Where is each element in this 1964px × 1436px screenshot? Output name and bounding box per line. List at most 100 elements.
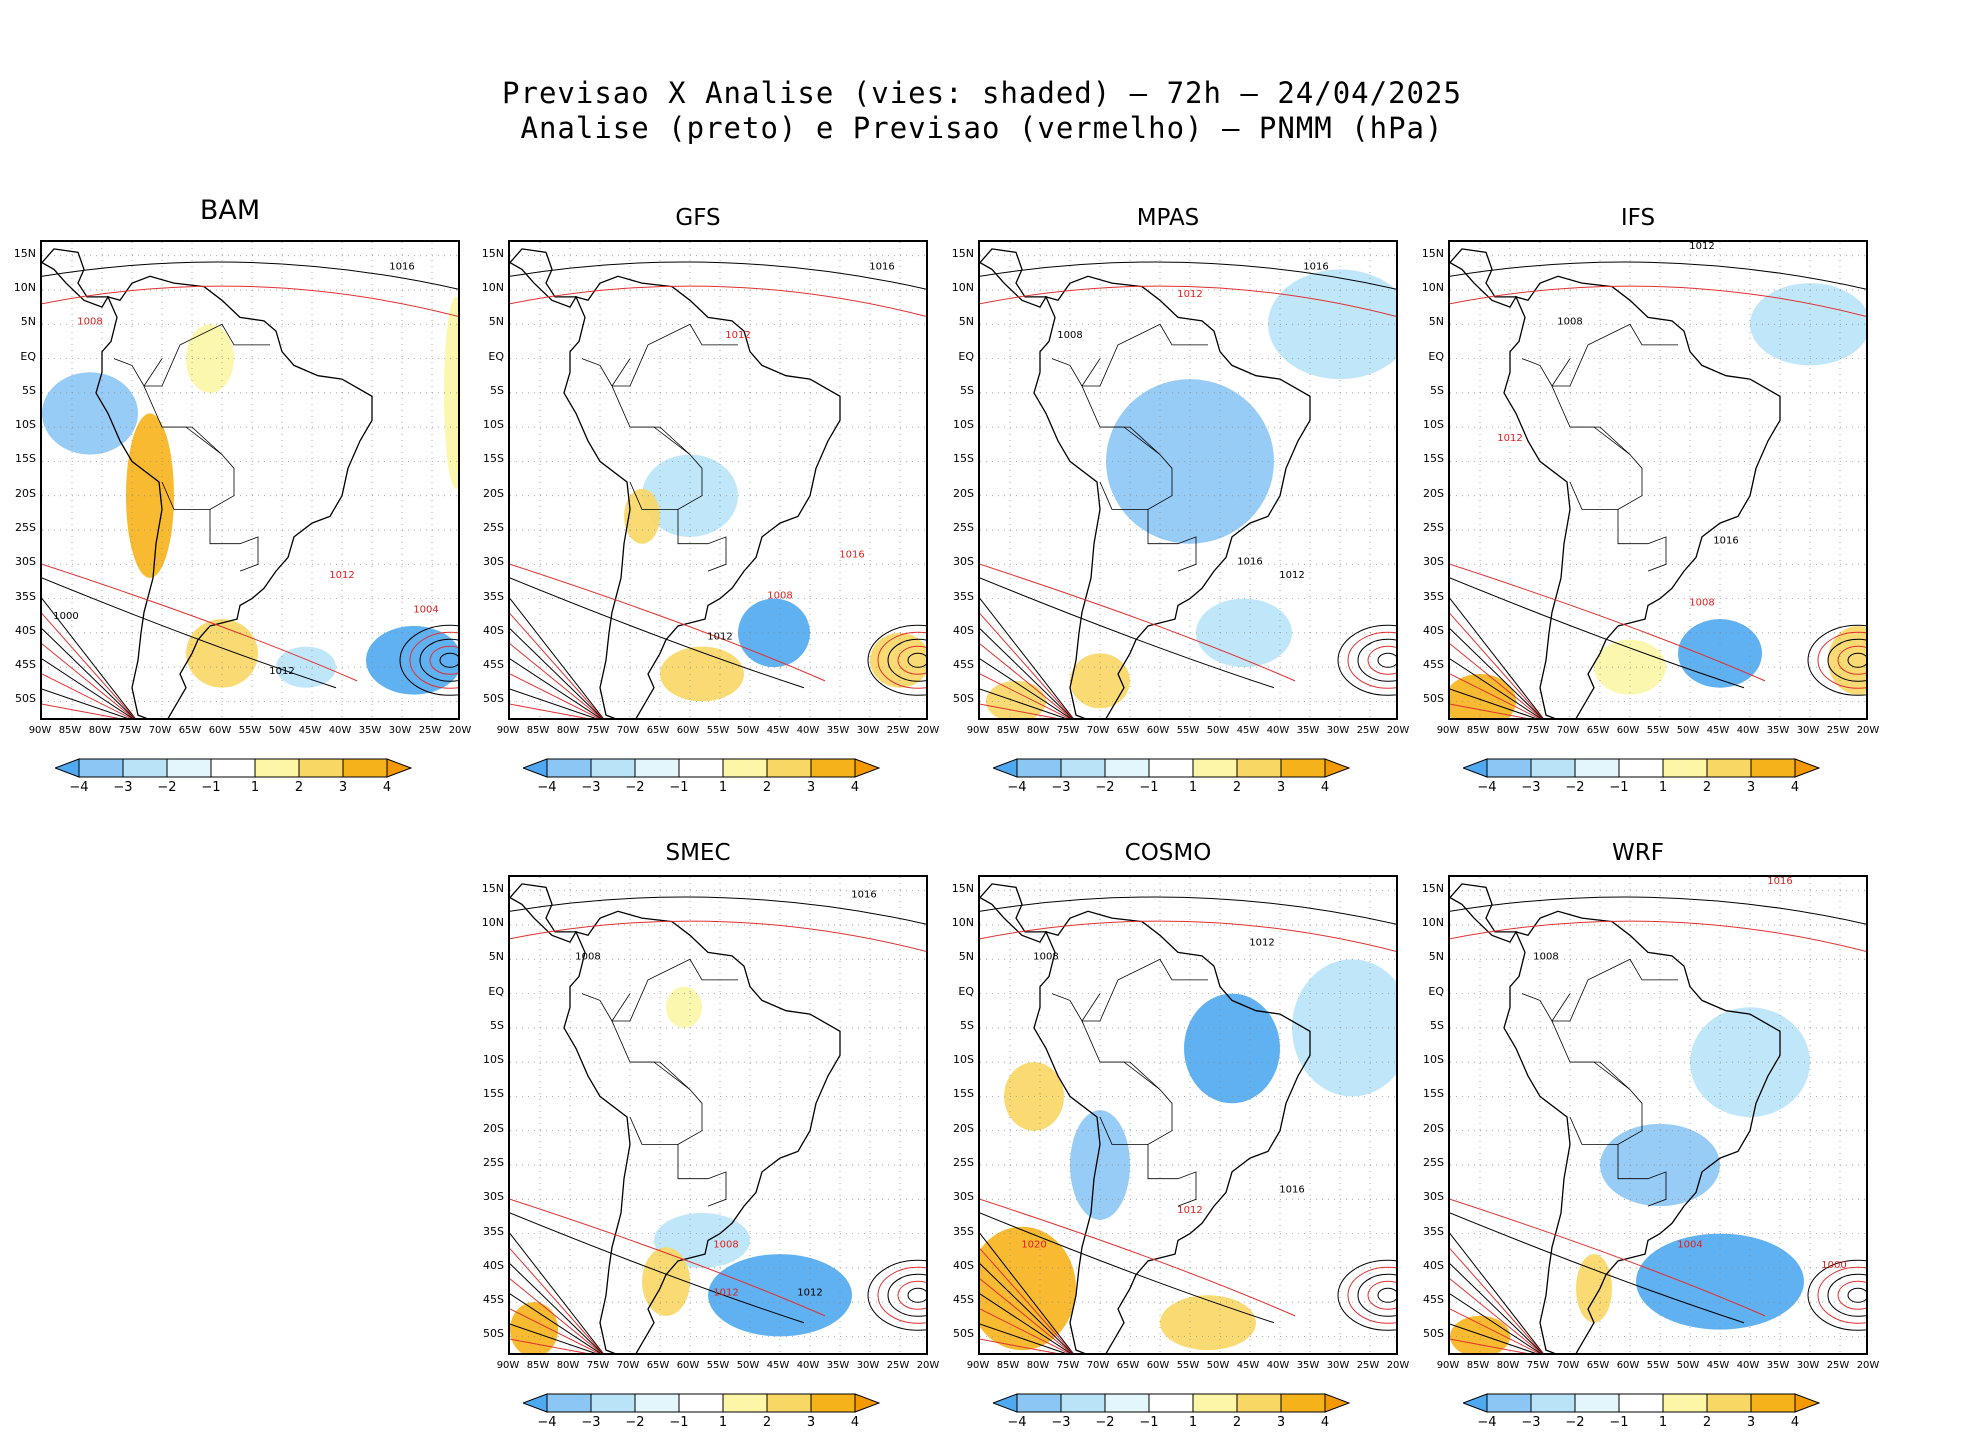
colorbar-swatch — [634, 1393, 680, 1413]
south-america-coastline — [563, 275, 841, 718]
country-border — [1521, 993, 1553, 1022]
lat-tick-label: 5N — [958, 315, 974, 329]
map-canvas: 1012 1012 1008 1016 1020 — [980, 877, 1396, 1353]
country-border — [581, 993, 613, 1022]
country-border — [1617, 1144, 1667, 1207]
isobar-low-center — [867, 1259, 926, 1331]
contour-label: 1000 — [53, 611, 78, 622]
isobar — [1450, 1323, 1536, 1353]
lon-tick-label: 30W — [1796, 725, 1820, 736]
isobar — [1450, 1308, 1540, 1353]
isobar — [980, 643, 1072, 718]
lat-tick-label: 40S — [953, 1258, 974, 1272]
lat-tick-label: 20S — [483, 486, 504, 500]
lon-tick-label: 20W — [916, 1360, 940, 1371]
colorbar-swatch — [1530, 1393, 1576, 1413]
bias-shading — [624, 488, 660, 544]
lat-tick-label: 35S — [1423, 589, 1444, 603]
colorbar-swatch — [1750, 758, 1796, 778]
lon-tick-label: 45W — [1706, 725, 1730, 736]
isobar — [980, 1248, 1074, 1353]
lat-tick-label: 50S — [953, 1327, 974, 1341]
colorbar-swatch — [810, 758, 856, 778]
isobar — [1450, 1278, 1542, 1353]
lat-tick-label: EQ — [958, 984, 974, 998]
contour-label: 1012 — [1689, 242, 1714, 252]
colorbar-swatch — [166, 758, 212, 778]
country-border — [1081, 993, 1173, 1145]
lat-tick-label: 45S — [1423, 658, 1444, 672]
isobar — [42, 673, 132, 718]
colorbar-tick-label: −4 — [1007, 1415, 1027, 1430]
isobar — [510, 261, 926, 290]
lon-tick-label: 55W — [238, 725, 262, 736]
country-border — [1147, 509, 1197, 572]
lat-tick-label: 30S — [1423, 1190, 1444, 1204]
lat-tick-label: 10N — [1421, 281, 1444, 294]
isobar — [1450, 598, 1544, 718]
lon-tick-label: 40W — [1736, 725, 1760, 736]
colorbar-swatch — [1148, 758, 1194, 778]
contour-label: 1016 — [1279, 1184, 1304, 1195]
south-america-coastline — [1033, 275, 1311, 718]
isobar — [42, 598, 136, 718]
country-border — [1617, 509, 1667, 572]
lon-tick-label: 80W — [1026, 725, 1050, 736]
colorbar-tick-label: 3 — [806, 780, 816, 795]
colorbar-tick-label: 3 — [1746, 780, 1756, 795]
lat-tick-label: 10S — [953, 1053, 974, 1067]
isobar — [1450, 285, 1866, 317]
isobar — [42, 643, 134, 718]
colorbar-swatch — [634, 758, 680, 778]
colorbar — [993, 758, 1351, 778]
isobar — [980, 577, 1275, 689]
bias-shading — [666, 986, 702, 1028]
lon-tick-label: 45W — [766, 1360, 790, 1371]
colorbar-swatch — [1530, 758, 1576, 778]
colorbar-tick-label: −2 — [625, 1415, 645, 1430]
lon-tick-label: 85W — [996, 1360, 1020, 1371]
lat-tick-label: 15S — [1423, 1087, 1444, 1101]
lon-tick-label: 60W — [1146, 1360, 1170, 1371]
south-america-coastline — [95, 275, 373, 718]
lat-tick-label: 40S — [483, 623, 504, 637]
isobar — [1450, 658, 1541, 718]
contour-label: 1008 — [1689, 597, 1714, 608]
isobar-low-center — [1827, 1273, 1866, 1317]
colorbar-tick-label: −3 — [1051, 1415, 1071, 1430]
colorbar-tick-label: 1 — [250, 780, 260, 795]
isobar — [510, 1323, 596, 1353]
isobar-low-center — [1377, 1287, 1396, 1303]
isobar-low-center — [399, 624, 458, 696]
colorbar-tick-label: −2 — [1095, 1415, 1115, 1430]
isobar-low-center — [1337, 1259, 1396, 1331]
lon-tick-label: 45W — [298, 725, 322, 736]
contour-label: 1016 — [1713, 536, 1738, 547]
colorbar-swatch — [1148, 1393, 1194, 1413]
panel-ifs: IFS 15N 10N 5N EQ 5S 10S 15S 20S 25S 30S 35S 40S 45S 5… — [1408, 205, 1880, 795]
colorbar-swatch — [810, 1393, 856, 1413]
lon-tick-label: 35W — [1766, 725, 1790, 736]
colorbar-swatch — [1104, 1393, 1150, 1413]
contour-label: 1012 — [707, 632, 732, 643]
lon-tick-label: 35W — [1296, 1360, 1320, 1371]
lat-tick-label: 30S — [483, 1190, 504, 1204]
lon-tick-label: 65W — [178, 725, 202, 736]
colorbar-tick-label: −4 — [537, 1415, 557, 1430]
pressure-map: 1012 1016 1008 1004 1000 — [1448, 875, 1868, 1355]
panel-title: COSMO — [1124, 840, 1212, 866]
colorbar-tick-label: −2 — [1565, 1415, 1585, 1430]
isobar — [510, 628, 603, 718]
isobar — [1450, 920, 1866, 952]
colorbar-extend-low — [993, 758, 1018, 778]
country-border — [1570, 426, 1631, 455]
country-border — [1570, 1061, 1631, 1090]
colorbar-tick-label: 2 — [1702, 1415, 1712, 1430]
isobar — [980, 563, 1296, 682]
lat-tick-label: 15N — [481, 246, 504, 260]
colorbar-tick-label: 3 — [338, 780, 348, 795]
country-border — [144, 323, 270, 387]
isobar — [510, 1293, 601, 1353]
isobar — [510, 1338, 588, 1353]
lat-tick-label: 5S — [960, 383, 974, 397]
